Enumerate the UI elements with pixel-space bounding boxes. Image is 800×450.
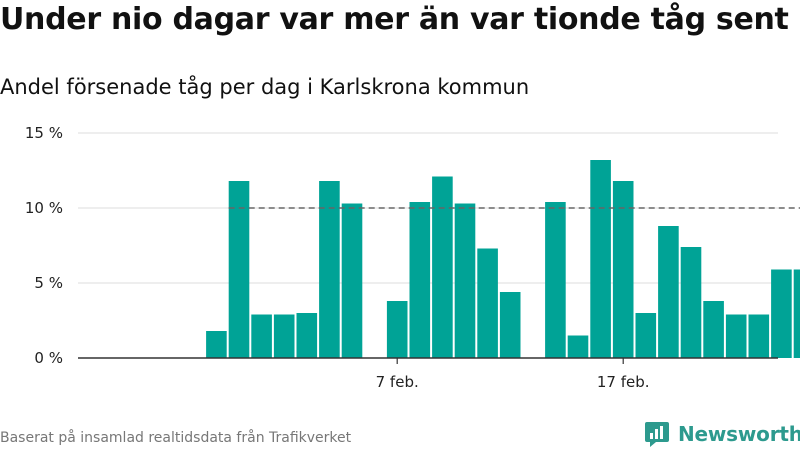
y-tick-label: 0 % [34,349,63,367]
bar [477,248,498,358]
bar [432,176,453,358]
bar [386,301,408,358]
bar [206,331,227,358]
bar [273,314,295,358]
y-tick-label: 5 % [34,274,63,292]
bar [251,314,272,358]
bar [590,160,611,358]
bar [725,314,747,358]
bar [499,292,521,358]
bar [296,313,318,358]
x-tick-label: 17 feb. [597,373,650,391]
bar [228,181,250,358]
bar [545,202,566,358]
brand-name: Newsworthy [678,422,800,446]
bar [793,269,800,358]
bar [658,226,679,358]
bar [319,181,340,358]
bar [454,203,476,358]
bar [341,203,363,358]
bar-chart: 0 %5 %10 %15 %7 feb.17 feb.27 feb. [25,124,800,391]
y-tick-label: 10 % [25,199,63,217]
brand-logo: Newsworthy [644,420,800,448]
bar [680,247,702,358]
bar [703,301,724,358]
bar [612,181,634,358]
bar [635,313,657,358]
bar [567,335,589,358]
chart-title: Under nio dagar var mer än var tionde tå… [0,2,789,37]
source-note: Baserat på insamlad realtidsdata från Tr… [0,430,352,446]
chart-subtitle: Andel försenade tåg per dag i Karlskrona… [0,75,530,99]
x-tick-label: 7 feb. [376,373,419,391]
bar [409,202,431,358]
bar [771,269,792,358]
bar [748,314,770,358]
newsworthy-logo-icon [645,422,669,447]
y-tick-label: 15 % [25,124,63,142]
